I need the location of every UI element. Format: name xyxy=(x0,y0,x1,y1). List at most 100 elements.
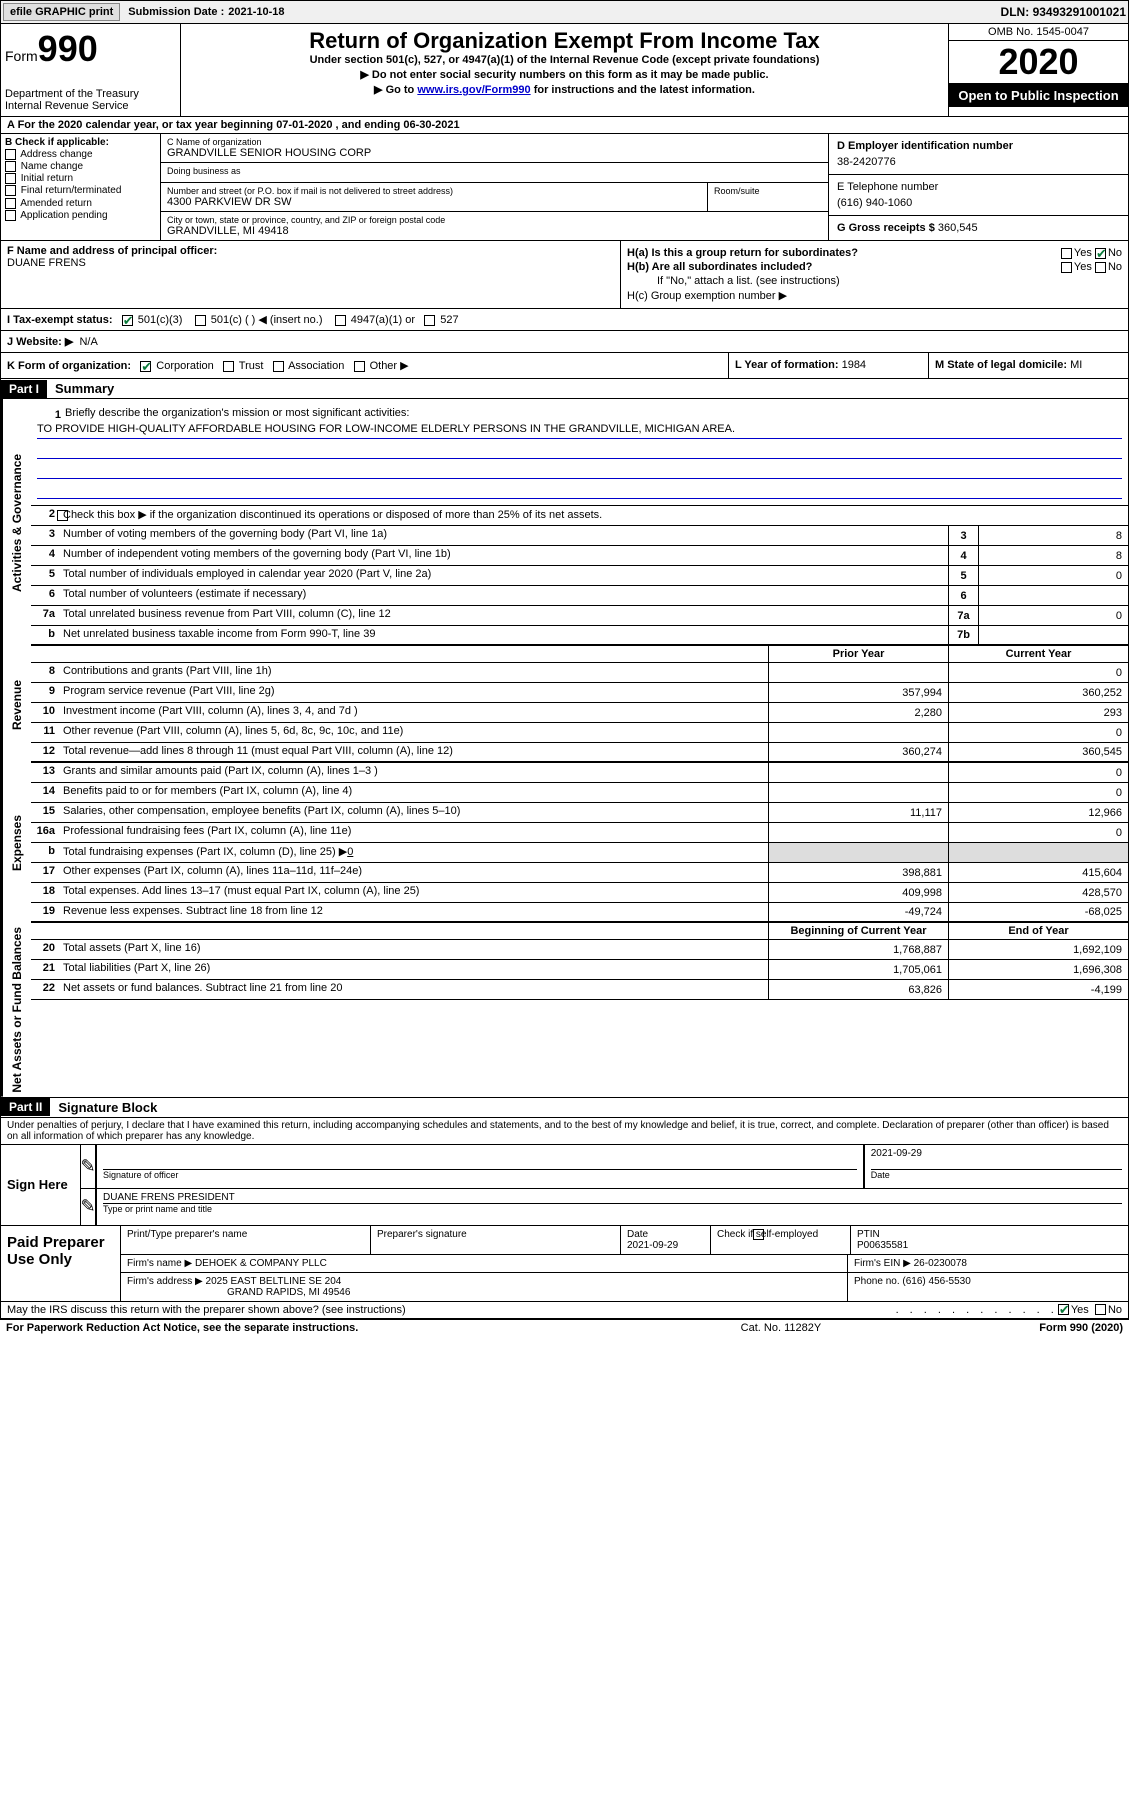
col-begin-year: Beginning of Current Year xyxy=(768,923,948,939)
checkbox-trust[interactable] xyxy=(223,361,234,372)
line-7b: Net unrelated business taxable income fr… xyxy=(59,626,948,644)
checkbox-527[interactable] xyxy=(424,315,435,326)
line-5: Total number of individuals employed in … xyxy=(59,566,948,585)
line-3: Number of voting members of the governin… xyxy=(59,526,948,545)
checkbox-final-return[interactable] xyxy=(5,185,16,196)
line-10: Investment income (Part VIII, column (A)… xyxy=(59,703,768,722)
room-suite-label: Room/suite xyxy=(708,183,828,211)
checkbox-discuss-yes[interactable] xyxy=(1058,1304,1069,1315)
gross-receipts-cell: G Gross receipts $ 360,545 xyxy=(829,216,1128,240)
checkbox-501c3[interactable] xyxy=(122,315,133,326)
preparer-date: Date2021-09-29 xyxy=(621,1226,711,1254)
checkbox-discuss-no[interactable] xyxy=(1095,1304,1106,1315)
h-a: H(a) Is this a group return for subordin… xyxy=(627,247,1122,259)
checkbox-hb-no[interactable] xyxy=(1095,262,1106,273)
checkbox-ha-no[interactable] xyxy=(1095,248,1106,259)
checkbox-corp[interactable] xyxy=(140,361,151,372)
ein-cell: D Employer identification number 38-2420… xyxy=(829,134,1128,175)
line-6-value xyxy=(978,586,1128,605)
officer-name-title: DUANE FRENS PRESIDENT Type or print name… xyxy=(95,1189,1128,1225)
line-13: Grants and similar amounts paid (Part IX… xyxy=(59,763,768,782)
line-17: Other expenses (Part IX, column (A), lin… xyxy=(59,863,768,882)
checkbox-4947[interactable] xyxy=(335,315,346,326)
checkbox-initial-return[interactable] xyxy=(5,173,16,184)
line-7a-value: 0 xyxy=(978,606,1128,625)
checkbox-assoc[interactable] xyxy=(273,361,284,372)
form-title: Return of Organization Exempt From Incom… xyxy=(187,28,942,54)
preparer-name-label: Print/Type preparer's name xyxy=(121,1226,371,1254)
checkbox-name-change[interactable] xyxy=(5,161,16,172)
section-b-label: B Check if applicable: xyxy=(5,137,156,148)
dba-cell: Doing business as xyxy=(161,163,828,183)
perjury-declaration: Under penalties of perjury, I declare th… xyxy=(0,1118,1129,1145)
line-2: Check this box ▶ if the organization dis… xyxy=(59,506,1128,525)
line-7a: Total unrelated business revenue from Pa… xyxy=(59,606,948,625)
part-1-header: Part I xyxy=(1,380,47,398)
checkbox-ha-yes[interactable] xyxy=(1061,248,1072,259)
address-row: Number and street (or P.O. box if mail i… xyxy=(161,183,828,211)
check-self-employed: Check if self-employed xyxy=(711,1226,851,1254)
principal-officer: F Name and address of principal officer:… xyxy=(1,241,621,308)
line-8: Contributions and grants (Part VIII, lin… xyxy=(59,663,768,682)
line-14: Benefits paid to or for members (Part IX… xyxy=(59,783,768,802)
h-c: H(c) Group exemption number ▶ xyxy=(627,289,1122,302)
signature-officer[interactable]: Signature of officer xyxy=(95,1145,863,1188)
part-1-title: Summary xyxy=(47,379,122,398)
firm-address: Firm's address ▶ 2025 EAST BELTLINE SE 2… xyxy=(121,1273,848,1301)
submission-label: Submission Date : xyxy=(128,6,224,18)
checkbox-app-pending[interactable] xyxy=(5,210,16,221)
info-block: B Check if applicable: Address change Na… xyxy=(0,134,1129,241)
form-header: Form990 Department of the Treasury Inter… xyxy=(0,24,1129,117)
col-prior-year: Prior Year xyxy=(768,646,948,662)
mission-text: TO PROVIDE HIGH-QUALITY AFFORDABLE HOUSI… xyxy=(37,423,1122,439)
gross-receipts-value: 360,545 xyxy=(938,222,978,234)
website-row: J Website: ▶ N/A xyxy=(0,331,1129,353)
checkbox-self-employed[interactable] xyxy=(753,1229,764,1240)
line-11: Other revenue (Part VIII, column (A), li… xyxy=(59,723,768,742)
city-cell: City or town, state or province, country… xyxy=(161,211,828,240)
footer: For Paperwork Reduction Act Notice, see … xyxy=(0,1319,1129,1336)
ein-value: 38-2420776 xyxy=(837,156,1120,168)
omb-number: OMB No. 1545-0047 xyxy=(949,24,1128,41)
efile-print-button[interactable]: efile GRAPHIC print xyxy=(3,3,120,21)
col-end-year: End of Year xyxy=(948,923,1128,939)
line-22: Net assets or fund balances. Subtract li… xyxy=(59,980,768,999)
part-2-title: Signature Block xyxy=(50,1098,165,1117)
side-tab-net-assets: Net Assets or Fund Balances xyxy=(1,923,31,1097)
side-tab-expenses: Expenses xyxy=(1,763,31,923)
pen-icon: ✎ xyxy=(81,1189,95,1225)
state-domicile: M State of legal domicile: MI xyxy=(928,353,1128,378)
signature-date: 2021-09-29 Date xyxy=(863,1145,1128,1188)
checkbox-line2[interactable] xyxy=(57,510,68,521)
preparer-sig-label: Preparer's signature xyxy=(371,1226,621,1254)
col-current-year: Current Year xyxy=(948,646,1128,662)
line-16b: Total fundraising expenses (Part IX, col… xyxy=(59,843,768,862)
line-4-value: 8 xyxy=(978,546,1128,565)
checkbox-hb-yes[interactable] xyxy=(1061,262,1072,273)
checkbox-other[interactable] xyxy=(354,361,365,372)
org-name-cell: C Name of organization GRANDVILLE SENIOR… xyxy=(161,134,828,163)
discuss-row: May the IRS discuss this return with the… xyxy=(0,1302,1129,1319)
sign-here-label: Sign Here xyxy=(1,1145,81,1225)
form-of-org: K Form of organization: Corporation Trus… xyxy=(1,353,728,378)
top-bar: efile GRAPHIC print Submission Date : 20… xyxy=(0,0,1129,24)
part-2-header: Part II xyxy=(1,1098,50,1116)
checkbox-501c[interactable] xyxy=(195,315,206,326)
dln: DLN: 93493291001021 xyxy=(1001,5,1126,19)
checkbox-amended[interactable] xyxy=(5,198,16,209)
header-note-2: ▶ Go to www.irs.gov/Form990 for instruct… xyxy=(187,83,942,96)
line-15: Salaries, other compensation, employee b… xyxy=(59,803,768,822)
open-to-public: Open to Public Inspection xyxy=(949,84,1128,107)
line-7b-value xyxy=(978,626,1128,644)
form-number: Form990 xyxy=(5,28,176,70)
paid-preparer-label: Paid Preparer Use Only xyxy=(1,1226,121,1301)
officer-name: DUANE FRENS xyxy=(7,257,86,269)
city-state-zip: GRANDVILLE, MI 49418 xyxy=(167,225,822,237)
firm-phone: Phone no. (616) 456-5530 xyxy=(848,1273,1128,1301)
header-note-1: ▶ Do not enter social security numbers o… xyxy=(187,68,942,81)
checkbox-address-change[interactable] xyxy=(5,149,16,160)
dept-treasury: Department of the Treasury Internal Reve… xyxy=(5,88,176,112)
h-b-note: If "No," attach a list. (see instruction… xyxy=(627,275,1122,287)
firm-ein: Firm's EIN ▶ 26-0230078 xyxy=(848,1255,1128,1272)
form990-link[interactable]: www.irs.gov/Form990 xyxy=(417,84,530,96)
